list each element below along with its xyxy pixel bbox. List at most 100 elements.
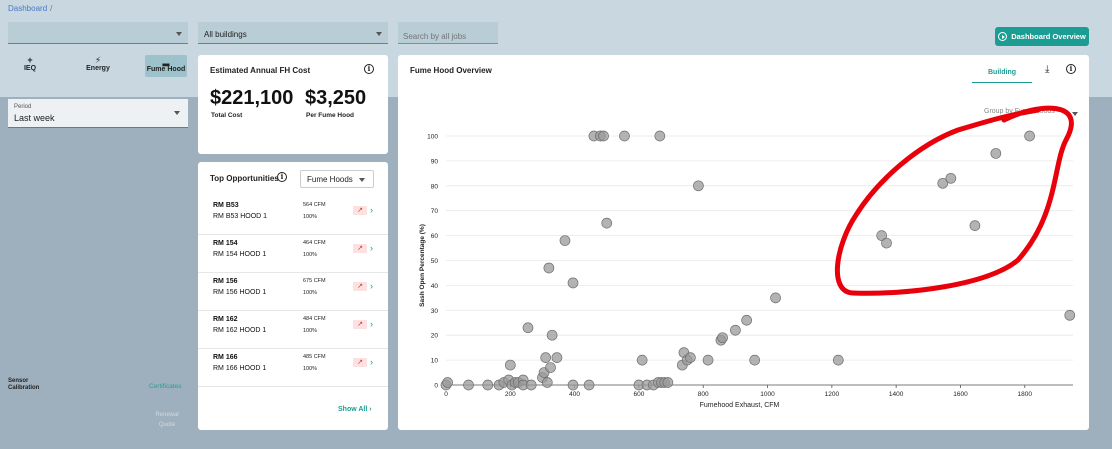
per-hood-value: $3,250 bbox=[305, 87, 367, 109]
opportunity-row[interactable]: RM 162 RM 162 HOOD 1 484 CFM 100% ↗ › bbox=[198, 311, 388, 349]
opportunity-pct: 100% bbox=[303, 252, 318, 258]
data-point bbox=[937, 177, 949, 189]
x-tick-label: 400 bbox=[569, 391, 580, 398]
data-point bbox=[685, 352, 696, 363]
tab-building[interactable]: Building bbox=[972, 65, 1032, 83]
opportunity-row[interactable]: RM 166 RM 166 HOOD 1 485 CFM 100% ↗ › bbox=[198, 349, 388, 387]
x-tick-label: 600 bbox=[633, 391, 644, 398]
data-point bbox=[662, 377, 674, 388]
mode-tab-energy[interactable]: ⚡ Energy bbox=[77, 55, 119, 77]
chevron-right-icon[interactable]: › bbox=[370, 243, 373, 253]
dashboard-overview-label: Dashboard Overview bbox=[1011, 32, 1086, 41]
data-point bbox=[741, 314, 752, 326]
fume-hood-overview-card: Fume Hood Overview Building ⤓ i Group by… bbox=[398, 55, 1089, 430]
dashboard-overview-button[interactable]: Dashboard Overview bbox=[995, 27, 1089, 46]
opportunities-filter-value: Fume Hoods bbox=[307, 175, 353, 184]
chevron-right-icon[interactable]: › bbox=[370, 281, 373, 291]
data-point bbox=[749, 354, 761, 366]
red-annotation-circle bbox=[834, 105, 1074, 296]
certificates-link[interactable]: Certificates bbox=[149, 383, 182, 390]
period-label: Period bbox=[14, 104, 32, 110]
period-select[interactable]: Period Last week bbox=[8, 99, 188, 128]
chevron-right-icon[interactable]: › bbox=[370, 205, 373, 215]
opportunities-filter-select[interactable]: Fume Hoods bbox=[300, 170, 374, 188]
play-circle-icon bbox=[998, 32, 1008, 41]
data-point bbox=[522, 322, 534, 334]
chevron-right-icon[interactable]: › bbox=[370, 319, 373, 329]
period-value: Last week bbox=[14, 113, 55, 123]
plus-icon: + bbox=[27, 55, 33, 65]
data-point bbox=[551, 352, 563, 363]
opportunity-cfm: 464 CFM bbox=[303, 240, 326, 246]
data-point bbox=[598, 130, 609, 142]
data-point bbox=[583, 379, 595, 391]
data-point bbox=[442, 377, 453, 388]
fume-hood-icon: ▂ bbox=[162, 56, 170, 66]
opportunity-pct: 100% bbox=[303, 290, 318, 296]
chevron-right-icon[interactable]: › bbox=[370, 357, 373, 367]
y-tick-label: 100 bbox=[427, 134, 438, 141]
site-select[interactable] bbox=[8, 22, 188, 44]
download-icon[interactable]: ⤓ bbox=[1045, 64, 1050, 75]
trend-up-icon: ↗ bbox=[353, 206, 367, 215]
building-select[interactable]: All buildings bbox=[198, 22, 388, 44]
data-point bbox=[567, 379, 579, 391]
x-tick-label: 1400 bbox=[889, 391, 904, 398]
data-point bbox=[482, 379, 494, 391]
show-all-label: Show All bbox=[338, 406, 368, 413]
opportunity-row[interactable]: RM 156 RM 156 HOOD 1 675 CFM 100% ↗ › bbox=[198, 273, 388, 311]
per-hood-label: Per Fume Hood bbox=[306, 112, 355, 119]
chart-card-title: Fume Hood Overview bbox=[410, 66, 492, 75]
data-point bbox=[504, 359, 516, 371]
show-all-link[interactable]: Show All › bbox=[338, 406, 372, 413]
opportunities-title: Top Opportunities bbox=[210, 174, 279, 183]
caret-down-icon bbox=[176, 32, 182, 36]
search-input[interactable] bbox=[398, 22, 498, 44]
x-tick-label: 0 bbox=[444, 391, 448, 398]
opportunity-cfm: 564 CFM bbox=[303, 202, 326, 208]
data-point bbox=[601, 217, 613, 229]
data-point bbox=[945, 172, 957, 184]
data-point bbox=[881, 237, 892, 249]
data-point bbox=[546, 329, 558, 341]
opportunity-room: RM 154 bbox=[213, 240, 238, 247]
y-tick-label: 90 bbox=[431, 158, 439, 165]
data-point bbox=[463, 379, 474, 391]
info-icon[interactable]: i bbox=[1066, 64, 1076, 74]
breadcrumb: Dashboard / bbox=[8, 4, 52, 13]
data-point bbox=[636, 354, 648, 366]
data-point bbox=[770, 292, 781, 304]
x-tick-label: 1600 bbox=[953, 391, 968, 398]
opportunity-row[interactable]: RM 154 RM 154 HOOD 1 464 CFM 100% ↗ › bbox=[198, 235, 388, 273]
y-tick-label: 10 bbox=[431, 358, 439, 365]
opportunity-room: RM B53 bbox=[213, 202, 239, 209]
opportunity-row[interactable]: RM B53 RM B53 HOOD 1 564 CFM 100% ↗ › bbox=[198, 197, 388, 235]
y-tick-label: 0 bbox=[434, 383, 438, 390]
total-cost-label: Total Cost bbox=[211, 112, 243, 119]
info-icon[interactable]: i bbox=[277, 172, 287, 182]
mode-tab-label: IEQ bbox=[23, 65, 37, 72]
x-tick-label: 1000 bbox=[760, 391, 775, 398]
opportunity-cfm: 675 CFM bbox=[303, 278, 326, 284]
breadcrumb-dashboard-link[interactable]: Dashboard bbox=[8, 4, 48, 13]
info-icon[interactable]: i bbox=[364, 64, 374, 74]
y-tick-label: 60 bbox=[431, 233, 439, 240]
trend-up-icon: ↗ bbox=[353, 244, 367, 253]
building-select-value: All buildings bbox=[204, 30, 247, 39]
mode-tab-label: Fume Hood bbox=[146, 66, 186, 73]
mode-tab-fume-hood[interactable]: ▂ Fume Hood bbox=[145, 55, 187, 77]
tab-building-label: Building bbox=[988, 69, 1016, 76]
mode-tab-label: Energy bbox=[86, 65, 110, 72]
x-tick-label: 1200 bbox=[825, 391, 840, 398]
trend-up-icon: ↗ bbox=[353, 282, 367, 291]
opportunity-hood: RM 166 HOOD 1 bbox=[213, 365, 267, 372]
opportunity-cfm: 485 CFM bbox=[303, 354, 326, 360]
opportunity-pct: 100% bbox=[303, 214, 318, 220]
data-point bbox=[654, 130, 666, 142]
renewal-quote-link[interactable]: Renewal Quote bbox=[155, 412, 179, 428]
y-tick-label: 80 bbox=[431, 183, 439, 190]
caret-down-icon bbox=[359, 178, 365, 182]
mode-tab-ieq[interactable]: + IEQ bbox=[9, 55, 51, 77]
data-point bbox=[717, 332, 728, 344]
